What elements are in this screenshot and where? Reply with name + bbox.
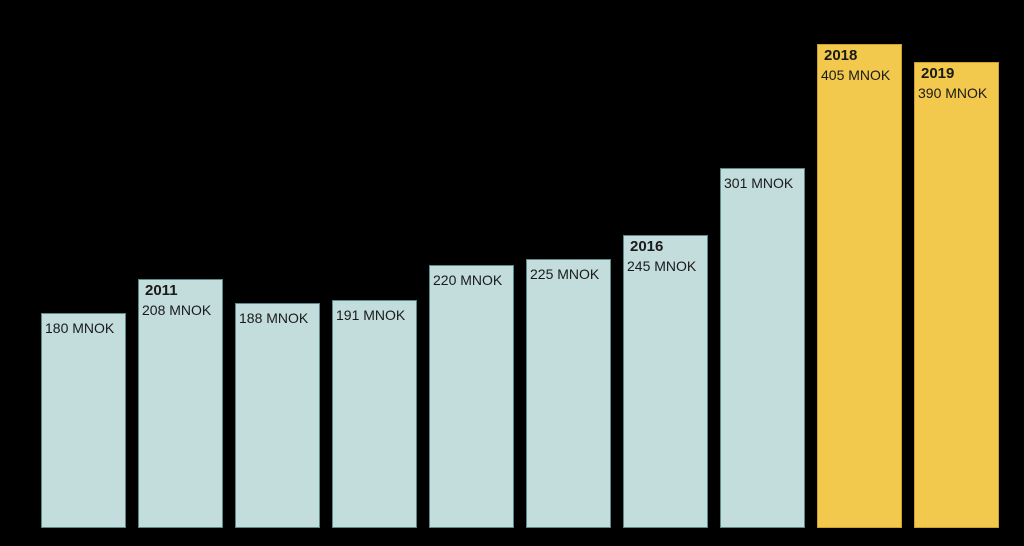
bar-0: 180 MNOK — [41, 313, 126, 528]
bar-year-label: 2019 — [921, 65, 954, 82]
bar-1: 208 MNOK 2011 — [138, 279, 223, 528]
bar-3: 191 MNOK — [332, 300, 417, 528]
bar-value-label: 188 MNOK — [239, 310, 308, 326]
bar-year-label: 2011 — [145, 282, 178, 299]
bar-5: 225 MNOK — [526, 259, 611, 528]
bar-6: 245 MNOK 2016 — [623, 235, 708, 528]
bar-value-label: 208 MNOK — [142, 302, 211, 318]
bar-value-label: 301 MNOK — [724, 175, 793, 191]
bar-4: 220 MNOK — [429, 265, 514, 528]
bar-chart: 180 MNOK 208 MNOK 2011 188 MNOK 191 MNOK 220 … — [0, 0, 1024, 546]
bar-value-label: 405 MNOK — [821, 67, 890, 83]
bar-value-label: 390 MNOK — [918, 85, 987, 101]
bar-value-label: 191 MNOK — [336, 307, 405, 323]
bar-9: 390 MNOK 2019 — [914, 62, 999, 528]
bar-value-label: 180 MNOK — [45, 320, 114, 336]
bar-7: 301 MNOK — [720, 168, 805, 528]
bar-year-label: 2016 — [630, 238, 663, 255]
bar-value-label: 220 MNOK — [433, 272, 502, 288]
bar-8: 405 MNOK 2018 — [817, 44, 902, 528]
bar-value-label: 225 MNOK — [530, 266, 599, 282]
bar-2: 188 MNOK — [235, 303, 320, 528]
bar-year-label: 2018 — [824, 47, 857, 64]
bar-value-label: 245 MNOK — [627, 258, 696, 274]
